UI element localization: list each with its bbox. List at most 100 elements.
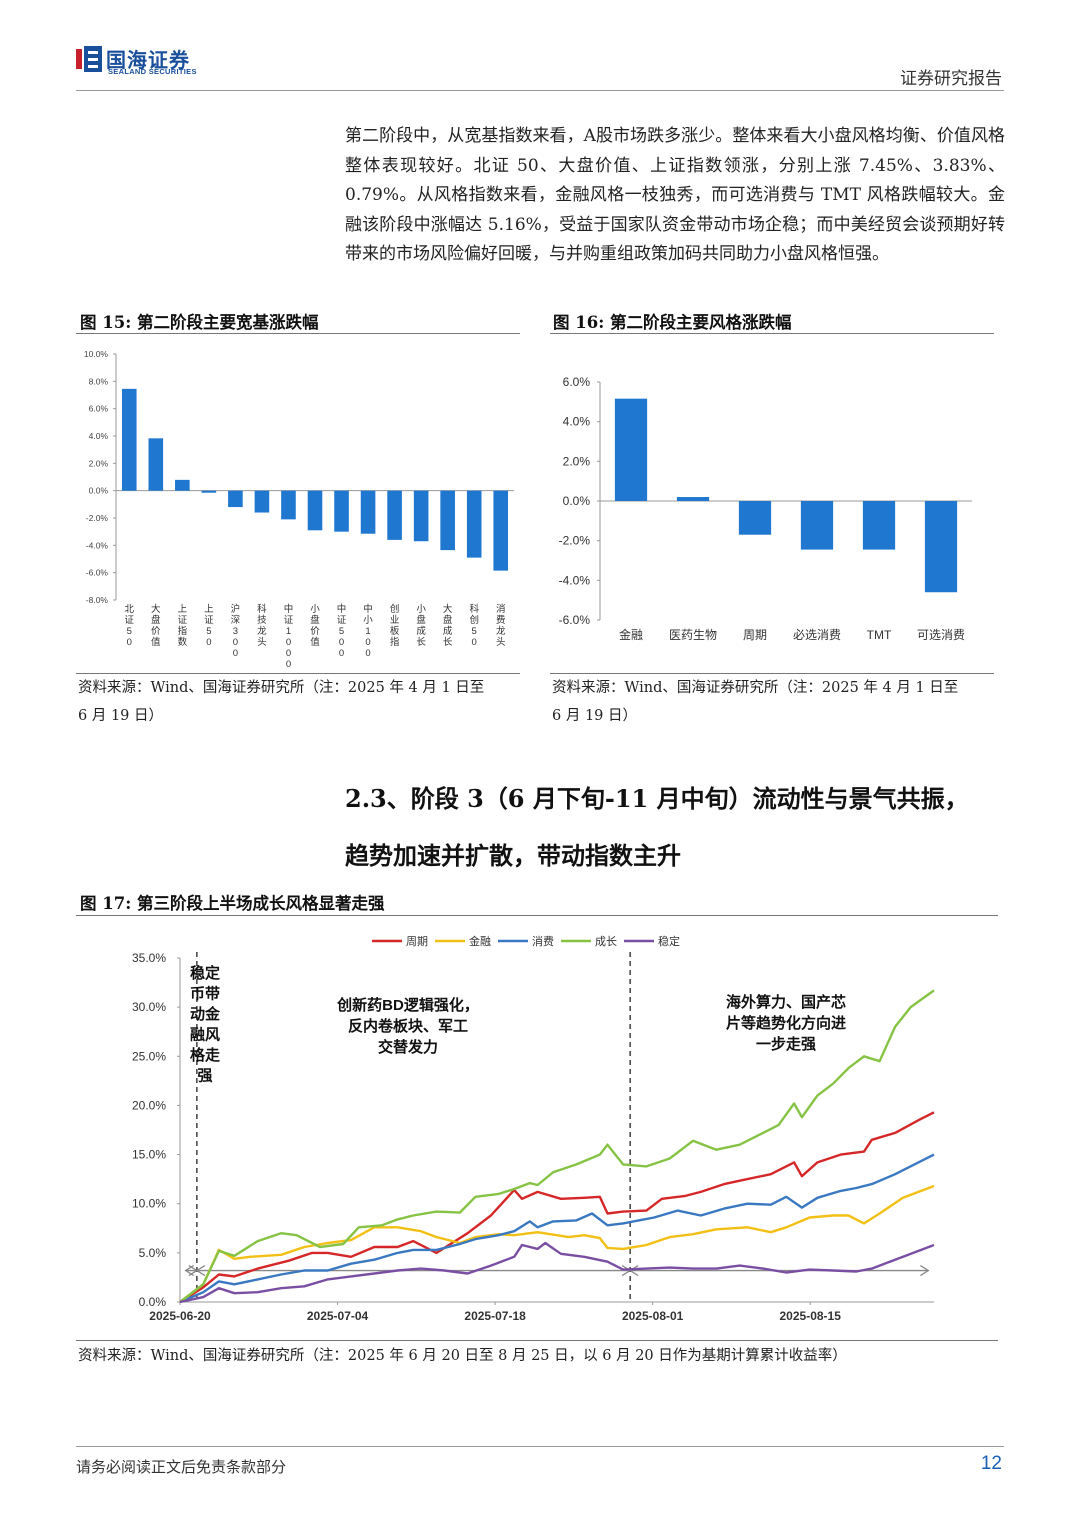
- fig15-x-label-char: 证: [204, 615, 214, 626]
- fig17-x-tick-label: 2025-07-18: [464, 1309, 526, 1323]
- fig16-x-label: 必选消费: [793, 628, 841, 642]
- fig17-arrow-head-right: [920, 1264, 930, 1277]
- fig15-x-label-char: 龙: [496, 625, 506, 637]
- fig16-source: 资料来源：Wind、国海证券研究所（注：2025 年 4 月 1 日至 6 月 …: [552, 674, 958, 730]
- fig15-bottom-rule: [76, 673, 520, 674]
- fig16-y-tick-label: 4.0%: [563, 415, 591, 429]
- fig17-chart: 35.0%30.0%25.0%20.0%15.0%10.0%5.0%0.0%20…: [132, 934, 935, 1323]
- fig15-y-tick-label: -6.0%: [86, 568, 109, 578]
- footer-divider: [76, 1446, 1004, 1447]
- fig15-x-label-char: 值: [151, 636, 161, 648]
- fig15-x-label: 上证 5 0: [204, 604, 214, 648]
- fig15-x-label-char: 指: [390, 636, 400, 648]
- fig15-x-label: 科创 5 0: [469, 603, 479, 648]
- fig15-x-label-char: 指: [178, 625, 188, 637]
- fig17-series-line: [179, 1153, 935, 1304]
- fig15-x-label-char: 消: [496, 603, 506, 615]
- fig15-x-label-char: 证: [284, 615, 294, 626]
- fig16-source-line1: 资料来源：Wind、国海证券研究所（注：2025 年 4 月 1 日至: [552, 680, 959, 696]
- fig15-bar: [307, 490, 323, 531]
- fig17-x-tick-label: 2025-08-01: [622, 1309, 684, 1323]
- fig17-annotation-line: 格走: [190, 1046, 220, 1064]
- fig17-annotation-phase2: 创新药BD逻辑强化， 反内卷板块、军工交替发力: [336, 996, 479, 1056]
- fig15-x-label-char: 0: [472, 637, 477, 648]
- body-paragraph: 第二阶段中，从宽基指数来看，A股市场跌多涨少。整体来看大小盘风格均衡、价值风格整…: [345, 126, 1005, 264]
- fig15-y-tick-label: 8.0%: [89, 376, 109, 386]
- fig15-x-label-char: 证: [125, 615, 135, 626]
- fig15-x-label-char: 5: [127, 626, 132, 637]
- fig17-annotation-line: 币带: [190, 986, 220, 1003]
- fig15-bar: [175, 479, 190, 491]
- sealand-logo-icon: [76, 46, 102, 72]
- fig17-x-tick-label: 2025-07-04: [307, 1309, 369, 1323]
- fig15-x-label-char: 成: [443, 625, 453, 637]
- fig15-x-label-char: 盘: [151, 614, 161, 626]
- fig15-x-label-char: 0: [233, 648, 238, 659]
- fig15-x-label-char: 0: [286, 637, 291, 648]
- fig15-x-label-char: 长: [443, 636, 453, 648]
- fig15-bar: [440, 490, 455, 551]
- fig15-x-label-char: 3: [233, 626, 238, 637]
- fig15-x-label: 消费龙头: [496, 603, 506, 648]
- fig16-y-tick-label: 6.0%: [563, 375, 591, 389]
- fig15-x-label: 中证 5 0 0: [337, 603, 347, 659]
- fig15-x-label-char: 0: [127, 637, 132, 648]
- fig17-source: 资料来源：Wind、国海证券研究所（注：2025 年 6 月 20 日至 8 月…: [78, 1348, 847, 1364]
- fig16-x-label: 金融: [619, 627, 643, 642]
- fig16-top-rule: [550, 333, 994, 334]
- fig15-bar: [493, 490, 509, 571]
- fig16-bottom-rule: [550, 673, 994, 674]
- fig15-x-label-char: 0: [206, 637, 211, 648]
- fig17-annotation-line: 创新药BD逻辑强化，: [336, 996, 479, 1014]
- fig15-x-label-char: 费: [496, 614, 506, 626]
- fig15-x-label: 大盘成长: [443, 603, 453, 648]
- fig17-legend-label: 金融: [469, 934, 491, 948]
- fig15-x-label-char: 技: [257, 614, 267, 626]
- logo-text: 国海证券: [106, 48, 190, 72]
- fig17-y-tick-label: 15.0%: [132, 1148, 166, 1162]
- fig15-y-tick-label: 0.0%: [89, 486, 109, 496]
- fig15-bar: [281, 490, 296, 520]
- fig15-source-line1: 资料来源：Wind、国海证券研究所（注：2025 年 4 月 1 日至: [78, 680, 485, 696]
- fig15-x-label-char: 板: [390, 625, 400, 637]
- fig17-series-line: [179, 1241, 935, 1304]
- fig16-x-label: 医药生物: [669, 628, 717, 642]
- footer-disclaimer: 请务必阅读正文后免责条款部分: [76, 1458, 287, 1476]
- fig16-bar: [862, 501, 896, 550]
- fig15-bar: [201, 490, 217, 493]
- fig15-x-label-char: 头: [257, 636, 267, 648]
- fig16-y-tick-label: -4.0%: [559, 573, 591, 587]
- fig15-bar: [413, 490, 429, 542]
- fig15-x-label: 大盘价值: [151, 603, 161, 648]
- fig16-y-tick-label: 0.0%: [563, 494, 591, 508]
- fig17-y-tick-label: 10.0%: [132, 1197, 166, 1211]
- fig17-x-tick-label: 2025-06-20: [149, 1309, 211, 1323]
- fig15-x-label: 小盘价值: [310, 604, 320, 648]
- fig15-x-label-char: 值: [310, 636, 320, 648]
- fig15-bar: [121, 388, 137, 491]
- fig17-arrow-head-mid: [628, 1264, 639, 1277]
- fig15-bar: [466, 490, 482, 558]
- fig16-y-tick-label: 2.0%: [563, 454, 591, 468]
- fig15-y-tick-label: 6.0%: [89, 404, 109, 414]
- fig15-x-label-char: 0: [365, 648, 370, 659]
- fig15-x-label: 小盘成长: [416, 604, 426, 648]
- logo-subtext: SEALAND SECURITIES: [108, 67, 197, 76]
- fig15-x-label: 中小 1 0 0: [363, 603, 373, 659]
- fig16-y-tick-label: -6.0%: [559, 613, 591, 627]
- fig17-legend-label: 成长: [595, 935, 617, 948]
- fig17-annotation-line: 海外算力、国产芯: [726, 993, 846, 1011]
- fig15-bar: [228, 490, 243, 508]
- fig17-series-line: [179, 1184, 935, 1303]
- fig15-x-label-char: 5: [472, 626, 477, 637]
- header-divider: [76, 90, 1004, 91]
- fig15-x-label-char: 1: [286, 626, 291, 637]
- fig17-top-rule: [76, 915, 998, 916]
- fig15-x-label-char: 盘: [416, 614, 426, 626]
- section-heading-line1: 2.3、阶段 3（6 月下旬-11 月中旬）流动性与景气共振，: [345, 784, 969, 813]
- fig17-legend-label: 消费: [532, 934, 554, 948]
- fig17-annotation-line: 一步走强: [756, 1035, 816, 1053]
- fig15-x-label: 沪深 3 0 0: [231, 603, 241, 659]
- fig15-x-label-char: 0: [339, 648, 344, 659]
- fig15-x-label-char: 成: [416, 625, 426, 637]
